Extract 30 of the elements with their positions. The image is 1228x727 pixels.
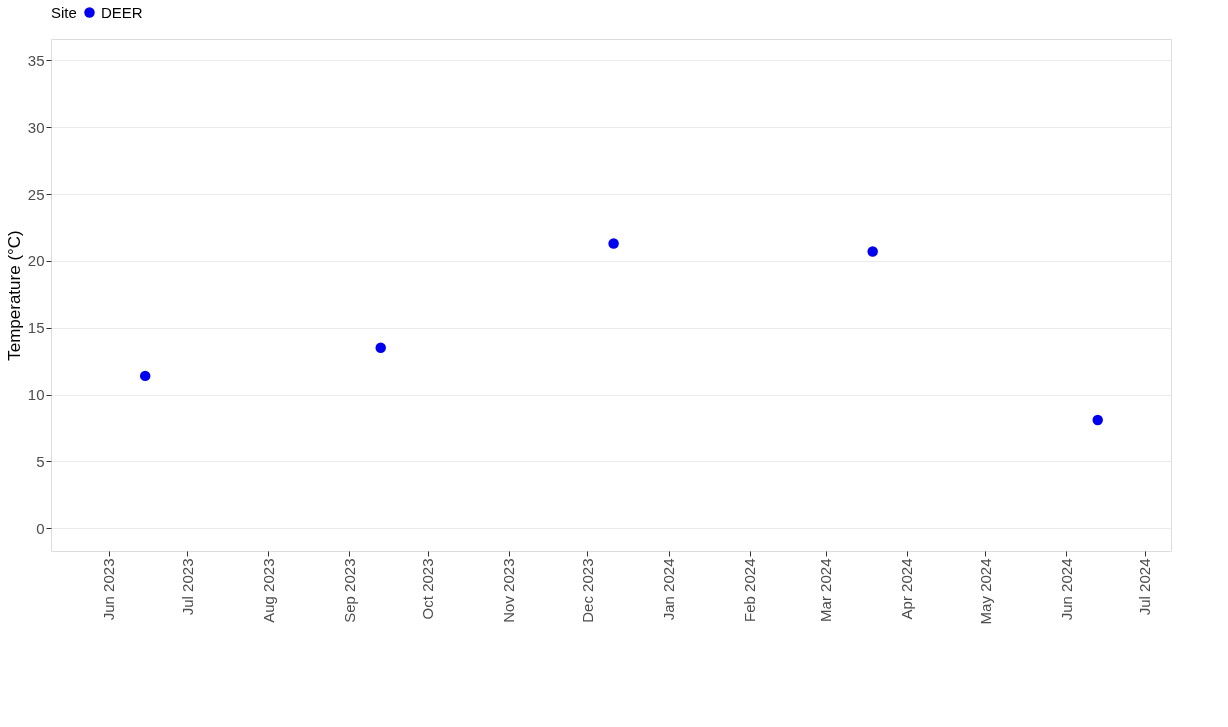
x-tick-label: Oct 2023 [419,558,437,620]
y-tick-label: 10 [27,386,45,404]
x-tick-label: Feb 2024 [741,558,759,622]
x-tick-label: Dec 2023 [578,558,596,623]
point [375,342,386,354]
point [608,238,619,249]
y-tick-label: 15 [27,319,45,337]
y-tick-label: 20 [27,252,45,270]
x-tick-label: Jun 2024 [1057,558,1075,621]
point [139,370,151,382]
y-tick-label: 0 [36,519,45,537]
point [867,246,878,257]
y-tick-label: 5 [36,452,45,470]
legend-title: Site [51,4,77,21]
x-tick-label: Aug 2023 [259,558,277,623]
x-tick-label: Jul 2023 [178,558,196,616]
y-axis-title: Temperature (°C) [4,230,24,361]
y-tick-label: 25 [27,185,45,203]
x-tick-label: Sep 2023 [340,558,358,623]
x-tick-label: Nov 2023 [500,558,518,623]
y-tick-label: 30 [27,118,45,136]
x-tick-label: May 2024 [976,558,994,625]
point [1092,414,1103,426]
legend-label: DEER [101,3,143,21]
x-tick-label: Apr 2024 [898,558,916,620]
x-tick-label: Jul 2024 [1136,558,1154,616]
x-tick-label: Mar 2024 [817,558,835,622]
x-tick-label: Jun 2023 [100,558,118,621]
x-tick-label: Jan 2024 [660,558,678,621]
y-tick-label: 35 [27,51,45,69]
